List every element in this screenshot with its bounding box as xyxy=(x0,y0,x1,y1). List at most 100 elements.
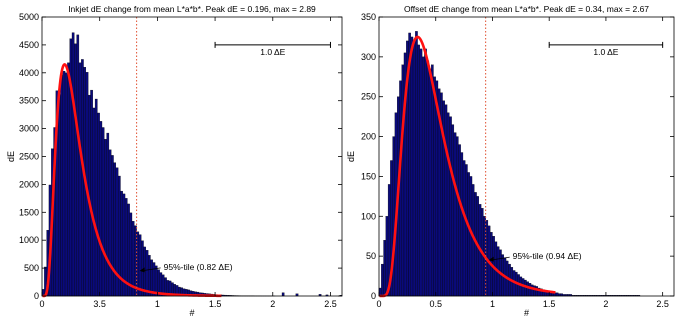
histogram-bar xyxy=(78,62,82,297)
x-tick-label: 2.5 xyxy=(656,299,669,309)
histogram-bar xyxy=(530,284,534,297)
chart-title: Inkjet dE change from mean L*a*b*. Peak … xyxy=(68,4,316,14)
histogram-bar xyxy=(97,112,100,297)
histogram-bar xyxy=(129,212,133,297)
histogram-bar xyxy=(426,60,430,297)
histogram-bar xyxy=(401,64,405,297)
histogram-bar xyxy=(431,64,434,297)
annotation-arrow-head xyxy=(488,256,494,262)
chart-panel-inkjet: Inkjet dE change from mean L*a*b*. Peak … xyxy=(6,4,343,318)
histogram-bar xyxy=(424,48,427,297)
histogram-bar xyxy=(467,172,470,297)
histogram-bar xyxy=(417,44,420,297)
histogram-bar xyxy=(533,285,536,297)
histogram-bar xyxy=(67,62,70,297)
y-tick-label: 500 xyxy=(24,263,39,273)
y-tick-label: 0 xyxy=(34,291,39,301)
y-tick-label: 2000 xyxy=(19,179,39,189)
x-tick-label: 0 xyxy=(376,299,381,309)
y-axis-label: dE xyxy=(346,151,356,162)
histogram-bar xyxy=(460,152,464,297)
histogram-bar xyxy=(58,94,61,297)
histogram-bar xyxy=(458,144,461,297)
histogram-bar xyxy=(90,89,93,297)
histogram-bar xyxy=(528,283,532,297)
histogram-bar xyxy=(101,127,105,297)
annotation-arrow-head xyxy=(139,267,145,273)
histogram-bar xyxy=(74,43,77,297)
histogram-bar xyxy=(92,107,96,297)
scale-bar-label: 1.0 ΔE xyxy=(593,47,618,57)
y-tick-label: 1500 xyxy=(19,207,39,217)
y-tick-label: 3000 xyxy=(19,124,39,134)
histogram-bar xyxy=(410,36,414,297)
histogram-bar xyxy=(519,276,523,297)
histogram-bar xyxy=(521,278,525,297)
histogram-bar xyxy=(449,116,452,297)
histogram-bar xyxy=(113,162,117,297)
y-tick-label: 300 xyxy=(361,52,376,62)
annotation-arrow xyxy=(141,267,161,272)
histogram-bar xyxy=(419,48,423,297)
histogram-bar xyxy=(524,279,527,297)
histogram-bar xyxy=(453,132,457,297)
y-tick-label: 50 xyxy=(366,251,376,261)
y-tick-label: 0 xyxy=(371,291,376,301)
histogram-bar xyxy=(150,259,153,297)
histogram-bar xyxy=(141,240,144,297)
y-tick-label: 100 xyxy=(361,211,376,221)
histogram-bar xyxy=(81,59,84,297)
x-tick-label: 1 xyxy=(155,299,160,309)
histogram-bar xyxy=(526,281,529,297)
y-axis-label: dE xyxy=(6,151,16,162)
x-tick-label: 1.5 xyxy=(543,299,556,309)
annotation-text: 95%-tile (0.94 ΔE) xyxy=(513,251,582,261)
fit-curve xyxy=(42,63,222,298)
annotation-arrow xyxy=(490,256,510,261)
histogram-bar xyxy=(99,121,103,297)
x-tick-label: 1.5 xyxy=(209,299,222,309)
histogram-bar xyxy=(108,149,112,297)
y-tick-label: 4500 xyxy=(19,40,39,50)
histogram-bar xyxy=(399,80,402,297)
x-tick-label: 0.5 xyxy=(429,299,442,309)
histogram-bar xyxy=(465,164,468,297)
chart-panel-offset: Offset dE change from mean L*a*b*. Peak … xyxy=(346,4,675,318)
histogram-bar xyxy=(106,132,110,297)
histogram-bar xyxy=(381,263,384,297)
histogram-bar xyxy=(428,68,432,297)
histogram-bar xyxy=(64,72,68,297)
histogram-bar xyxy=(104,139,107,297)
histogram-bar xyxy=(392,136,396,297)
chart-title: Offset dE change from mean L*a*b*. Peak … xyxy=(404,4,649,14)
x-tick-label: 2 xyxy=(270,299,275,309)
x-axis-label: # xyxy=(524,308,529,318)
histogram-bar xyxy=(455,136,459,297)
histogram-bar xyxy=(446,112,450,297)
y-tick-label: 150 xyxy=(361,171,376,181)
axes-frame xyxy=(378,16,675,297)
histogram-bar xyxy=(147,255,151,297)
x-tick-label: 3.5 xyxy=(93,299,106,309)
y-tick-label: 5000 xyxy=(19,12,39,22)
y-tick-label: 250 xyxy=(361,92,376,102)
x-tick-label: 0 xyxy=(39,299,44,309)
histogram-bar xyxy=(281,292,285,297)
x-axis-label: # xyxy=(189,308,194,318)
y-tick-label: 200 xyxy=(361,132,376,142)
histogram-bar xyxy=(154,265,158,297)
y-tick-label: 1000 xyxy=(19,235,39,245)
y-tick-label: 3500 xyxy=(19,96,39,106)
histogram-bar xyxy=(451,124,455,297)
histogram-bar xyxy=(62,70,66,297)
scale-bar-label: 1.0 ΔE xyxy=(260,47,285,57)
histogram-bar xyxy=(131,221,135,297)
histogram-bars xyxy=(378,31,641,297)
histogram-bar xyxy=(76,34,80,297)
histogram-bar xyxy=(415,31,418,297)
histogram-bar xyxy=(60,74,63,297)
histogram-bar xyxy=(94,98,98,297)
fit-curve xyxy=(379,35,556,298)
histogram-bar xyxy=(462,160,466,297)
histogram-bar xyxy=(383,240,386,297)
